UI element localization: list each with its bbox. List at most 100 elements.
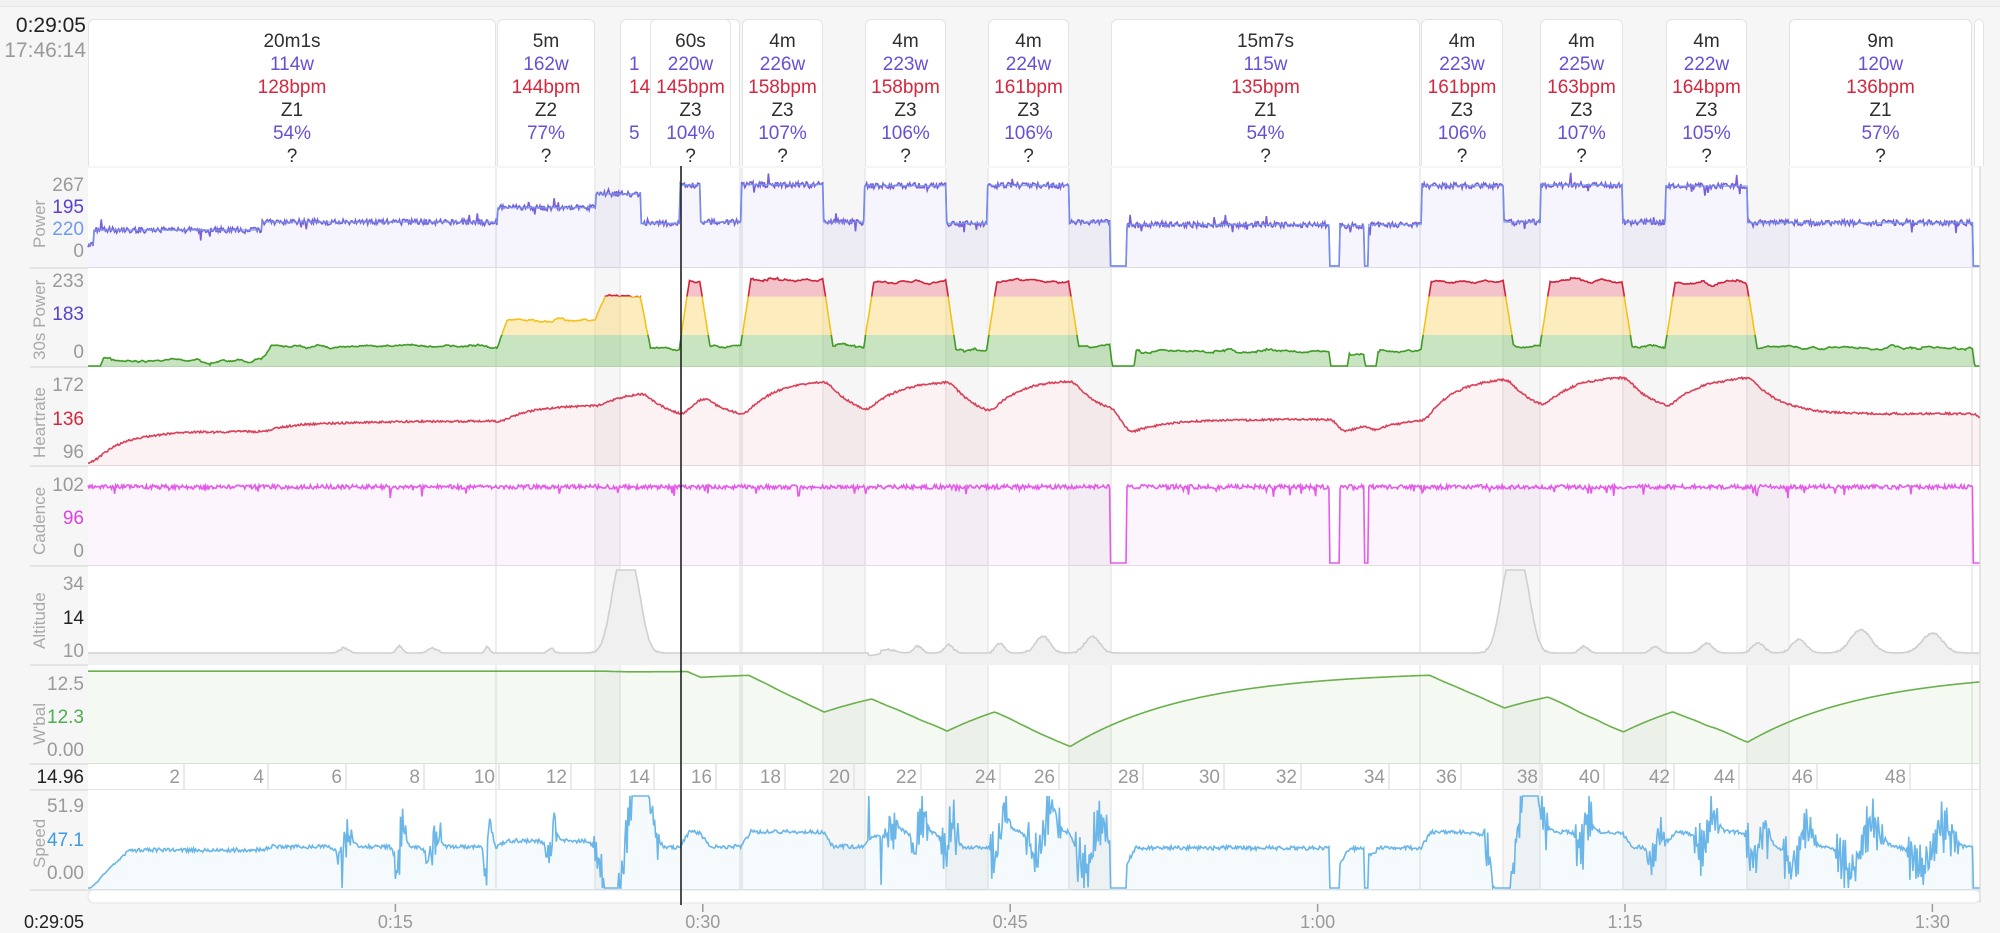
- interval-pct: 106%: [1437, 123, 1487, 144]
- distance-tick-label: 2: [169, 767, 180, 788]
- cadence-cursor-value: 96: [62, 508, 84, 529]
- interval-zone: Z3: [894, 100, 917, 121]
- interval-power: 120w: [1857, 54, 1904, 75]
- cadence-panel-label: Cadence: [30, 486, 49, 555]
- interval-duration: 4m: [769, 31, 796, 52]
- distance-tick-label: 34: [1363, 767, 1385, 788]
- interval-power: 220w: [667, 54, 714, 75]
- time-tick-label: 1:15: [1607, 912, 1643, 932]
- wbal-series-line: [88, 670, 1980, 748]
- interval-pct: 77%: [526, 123, 566, 144]
- interval-hr: 144bpm: [511, 77, 581, 98]
- interval-duration: 15m7s: [1236, 31, 1295, 52]
- time-tick-label: 1:30: [1914, 912, 1950, 932]
- interval-zone: Z3: [771, 100, 794, 121]
- interval-extra: ?: [1260, 146, 1271, 166]
- distance-panel-background: [88, 764, 1980, 790]
- wbal-cursor-value: 12.3: [47, 707, 84, 728]
- speed-cursor-value: 47.1: [47, 830, 84, 851]
- power30-max-value: 233: [52, 271, 84, 292]
- power30-min-value: 0: [73, 342, 84, 363]
- cursor-elapsed-time: 0:29:05: [15, 14, 86, 37]
- cadence-min-value: 0: [73, 541, 84, 562]
- interval-extra: ?: [900, 146, 911, 166]
- distance-tick-label: 16: [690, 767, 712, 788]
- interval-extra: ?: [286, 146, 298, 166]
- speed-max-value: 51.9: [47, 796, 84, 817]
- power30-panel-background: [88, 268, 1980, 367]
- time-axis-start: 0:29:05: [23, 912, 84, 932]
- time-tick-label: 0:30: [685, 912, 721, 932]
- interval-power: 162w: [523, 54, 569, 75]
- power-target-value: 220: [52, 219, 84, 240]
- heartrate-series-area: [88, 377, 1980, 466]
- interval-pct: 5: [629, 123, 640, 144]
- interval-pct: 106%: [881, 123, 930, 144]
- interval-hr: 164bpm: [1672, 77, 1741, 98]
- interval-card[interactable]: 20m1s 114w 128bpm Z1 54%?: [88, 19, 496, 166]
- distance-tick-label: 10: [473, 767, 495, 788]
- altitude-series-area: [88, 570, 1980, 665]
- interval-extra: ?: [540, 146, 552, 166]
- chart-bottom-edge: [87, 889, 1981, 904]
- interval-hr: 14: [629, 77, 651, 98]
- distance-tick-label: 8: [409, 767, 420, 788]
- interval-card-edge[interactable]: [1974, 19, 1984, 166]
- interval-power: 223w: [1439, 54, 1485, 75]
- wbal-max-value: 12.5: [47, 674, 84, 695]
- heartrate-min-value: 96: [62, 442, 84, 463]
- interval-pct: 106%: [1004, 123, 1053, 144]
- interval-card[interactable]: 60s 220w 145bpm Z3 104%?: [650, 19, 731, 166]
- interval-power: 223w: [882, 54, 929, 75]
- interval-extra: ?: [1701, 146, 1712, 166]
- power-series-area: [88, 172, 1980, 268]
- altitude-min-value: 10: [62, 641, 84, 662]
- interval-extra: ?: [777, 146, 788, 166]
- interval-hr: 158bpm: [748, 77, 817, 98]
- top-toolbar-strip: [0, 0, 2000, 7]
- distance-tick-label: 22: [895, 767, 917, 788]
- cadence-series-area: [88, 484, 1980, 566]
- power-cursor-value: 195: [52, 197, 84, 218]
- interval-hr: 135bpm: [1231, 77, 1300, 98]
- distance-tick-label: 24: [974, 767, 996, 788]
- interval-duration: 4m: [1693, 31, 1720, 52]
- interval-zone: Z3: [1017, 100, 1040, 121]
- distance-tick-label: 4: [253, 767, 264, 788]
- distance-tick-label: 18: [759, 767, 781, 788]
- interval-extra: ?: [1875, 146, 1886, 166]
- interval-power: 226w: [759, 54, 806, 75]
- cadence-panel-background: [88, 466, 1980, 566]
- interval-power: 1: [629, 54, 640, 75]
- interval-card[interactable]: 4m 222w 164bpm Z3 105%?: [1666, 19, 1747, 166]
- interval-power: 225w: [1558, 54, 1605, 75]
- wbal-min-value: 0.00: [47, 740, 84, 761]
- interval-pct: 107%: [758, 123, 807, 144]
- interval-extra: ?: [1456, 146, 1468, 166]
- interval-duration: 4m: [1568, 31, 1595, 52]
- interval-card[interactable]: 4m 223w 161bpm Z3 106%?: [1421, 19, 1503, 166]
- interval-extra: ?: [1023, 146, 1034, 166]
- power-min-value: 0: [73, 241, 84, 262]
- distance-tick-label: 38: [1516, 767, 1538, 788]
- interval-card[interactable]: 4m 225w 163bpm Z3 107%?: [1540, 19, 1623, 166]
- distance-tick-label: 36: [1435, 767, 1457, 788]
- power30-panel-label: 30s Power: [30, 279, 49, 360]
- interval-hr: 128bpm: [257, 77, 327, 98]
- wbal-series-area: [88, 671, 1980, 764]
- interval-card[interactable]: 4m 224w 161bpm Z3 106%?: [988, 19, 1069, 166]
- altitude-panel-label: Altitude: [30, 592, 49, 649]
- distance-tick-label: 20: [828, 767, 850, 788]
- interval-card[interactable]: 5m 162w 144bpm Z2 77%?: [497, 19, 595, 166]
- interval-card[interactable]: 4m 223w 158bpm Z3 106%?: [865, 19, 946, 166]
- interval-power: 224w: [1005, 54, 1052, 75]
- interval-hr: 158bpm: [871, 77, 940, 98]
- interval-card[interactable]: 15m7s 115w 135bpm Z1 54%?: [1111, 19, 1420, 166]
- distance-tick-label: 32: [1275, 767, 1297, 788]
- interval-card[interactable]: 4m 226w 158bpm Z3 107%?: [742, 19, 823, 166]
- power-series-line: [87, 172, 1980, 267]
- power30-cursor-value: 183: [52, 304, 84, 325]
- interval-card[interactable]: 9m 120w 136bpm Z1 57%?: [1789, 19, 1972, 166]
- interval-duration: 60s: [675, 31, 706, 52]
